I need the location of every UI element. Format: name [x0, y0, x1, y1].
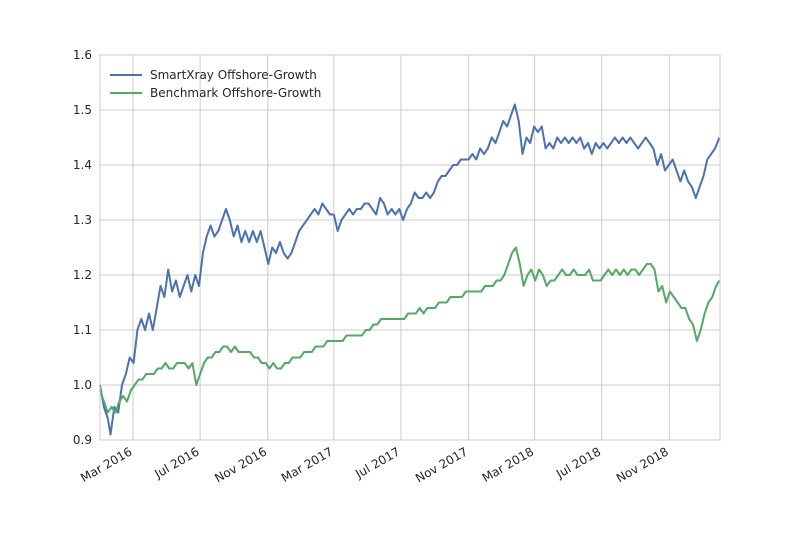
series-line-2: [99, 246, 721, 414]
legend-label: Benchmark Offshore-Growth: [150, 86, 321, 100]
legend: SmartXray Offshore-Growth Benchmark Offsh…: [110, 68, 321, 100]
x-tick-label: Mar 2018: [480, 444, 536, 485]
series-line-1: [99, 103, 721, 436]
y-tick-label: 1.1: [73, 323, 92, 337]
x-tick-labels: Mar 2016 Jul 2016 Nov 2016 Mar 2017 Jul 2017…: [78, 444, 671, 485]
y-tick-labels: 0.9 1.0 1.1 1.2 1.3 1.4 1.5 1.6: [73, 48, 92, 447]
y-tick-label: 1.3: [73, 213, 92, 227]
x-tick-label: Mar 2017: [279, 444, 335, 485]
legend-label: SmartXray Offshore-Growth: [150, 68, 317, 82]
x-tick-label: Nov 2017: [413, 444, 470, 485]
x-tick-label: Mar 2016: [78, 444, 134, 485]
x-tick-label: Jul 2017: [352, 444, 402, 481]
grid-lines: [100, 54, 720, 441]
y-tick-label: 1.4: [73, 158, 92, 172]
y-tick-label: 1.5: [73, 103, 92, 117]
x-tick-label: Jul 2018: [553, 444, 603, 481]
y-tick-label: 1.2: [73, 268, 92, 282]
y-tick-label: 1.6: [73, 48, 92, 62]
x-tick-label: Nov 2018: [614, 444, 671, 485]
y-tick-label: 0.9: [73, 433, 92, 447]
x-tick-label: Nov 2016: [212, 444, 269, 485]
y-tick-label: 1.0: [73, 378, 92, 392]
series-lines: [99, 103, 721, 436]
x-tick-label: Jul 2016: [151, 444, 201, 481]
plot-frame: [99, 54, 721, 441]
plot-background: [100, 55, 720, 440]
